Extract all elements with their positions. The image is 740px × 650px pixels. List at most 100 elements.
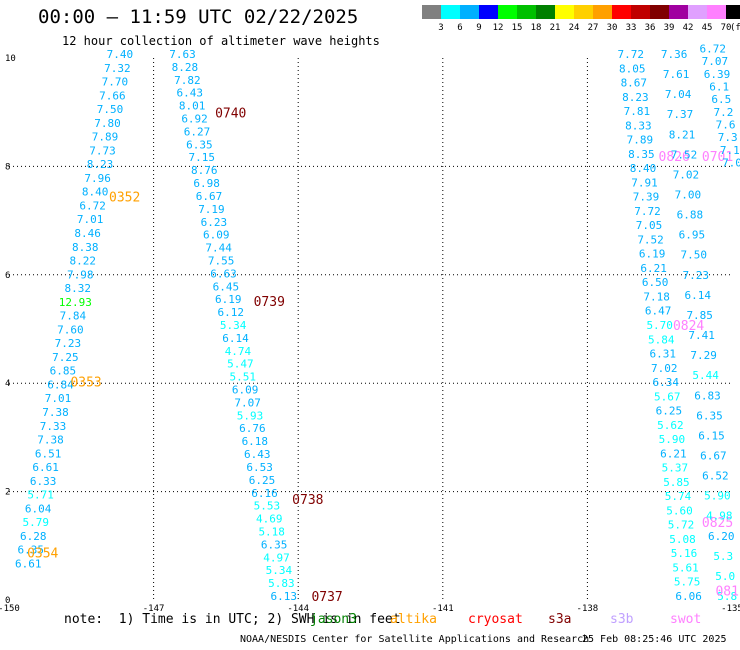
swh-value: 12.93: [59, 296, 92, 309]
y-tick-label: 8: [5, 162, 10, 172]
swh-value: 8.23: [87, 158, 114, 171]
swh-value: 5.67: [654, 390, 681, 403]
swh-value: 6.51: [35, 447, 62, 460]
legend-altika: altika: [390, 612, 437, 627]
chart-title: 00:00 – 11:59 UTC 02/22/2025: [38, 6, 359, 28]
swh-value: 8.38: [72, 241, 99, 254]
swh-value: 6.39: [704, 68, 731, 81]
swh-value: 7.70: [102, 76, 129, 89]
colorbar-tick-label: 12: [492, 23, 504, 33]
swh-value: 7.38: [37, 434, 64, 447]
swh-value: 7.41: [688, 329, 715, 342]
swh-value: 6.61: [32, 461, 59, 474]
swh-value: 6.35: [18, 544, 45, 557]
swh-value: 5.85: [663, 476, 690, 489]
colorbar-swatch: [669, 5, 688, 19]
swh-value: 7.81: [624, 105, 651, 118]
colorbar-swatch: [479, 5, 498, 19]
colorbar-swatch: [555, 5, 574, 19]
colorbar-swatch: [631, 5, 650, 19]
swh-value: 5.90: [704, 490, 731, 503]
swh-value: 6.43: [177, 87, 204, 100]
swh-value: 7.3: [718, 131, 738, 144]
swh-value: 7.73: [89, 144, 116, 157]
swh-value: 7.98: [67, 268, 94, 281]
swh-value: 5.8: [717, 590, 737, 603]
swh-value: 5.60: [666, 504, 693, 517]
swh-value: 7.07: [234, 396, 261, 409]
swh-value: 8.40: [82, 186, 109, 199]
swh-value: 7.63: [169, 48, 196, 61]
swh-value: 6.28: [20, 530, 47, 543]
swh-value: 7.61: [663, 68, 690, 81]
credit-line: NOAA/NESDIS Center for Satellite Applica…: [240, 634, 590, 645]
swh-value: 6.92: [181, 113, 208, 126]
colorbar-swatch: [536, 5, 555, 19]
colorbar-swatch: [498, 5, 517, 19]
swh-value: 7.02: [673, 168, 700, 181]
colorbar-swatch: [593, 5, 612, 19]
swh-value: 6.09: [203, 229, 230, 242]
y-tick-label: 2: [5, 488, 10, 498]
swh-value: 6.15: [698, 429, 725, 442]
swh-value: 5.53: [254, 500, 281, 513]
swh-value: 6.72: [699, 43, 726, 56]
generated-time: 25 Feb 08:25:46 UTC 2025: [582, 634, 727, 645]
swh-value: 8.33: [625, 119, 652, 132]
swh-value: 7.23: [55, 337, 82, 350]
swh-value: 8.23: [622, 91, 649, 104]
swh-value: 6.47: [645, 305, 672, 318]
swh-value: 6.14: [222, 332, 249, 345]
legend-cryosat: cryosat: [468, 612, 523, 627]
swh-value: 8.40: [630, 162, 657, 175]
legend-jason3: jason3: [310, 612, 357, 627]
swh-value: 6.20: [708, 530, 735, 543]
swh-value: 6.19: [639, 248, 666, 261]
colorbar-tick-label: 27: [587, 23, 599, 33]
swh-value: 7.25: [52, 351, 79, 364]
colorbar-tick-label: 36: [644, 23, 656, 33]
swh-value: 7.01: [45, 392, 72, 405]
swh-value: 6.76: [239, 422, 266, 435]
swh-value: 5.34: [220, 319, 247, 332]
colorbar-swatch: [688, 5, 707, 19]
colorbar-tick-label: 39: [663, 23, 675, 33]
colorbar-swatch: [574, 5, 593, 19]
swh-value: 4.98: [706, 510, 733, 523]
swh-value: 7.89: [92, 131, 119, 144]
swh-value: 6.06: [675, 590, 702, 603]
x-tick-label: -150: [0, 604, 20, 614]
swh-value: 6.83: [694, 389, 721, 402]
swh-value: 7.18: [643, 290, 670, 303]
colorbar-swatch: [460, 5, 479, 19]
swh-value: 6.21: [660, 447, 687, 460]
y-tick-label: 10: [5, 54, 16, 64]
swh-value: 7.23: [683, 269, 710, 282]
pass-time-label: 0354: [27, 547, 58, 562]
swh-value: 8.05: [619, 62, 646, 75]
x-tick-label: -144: [287, 604, 309, 614]
colorbar-swatch: [707, 5, 726, 19]
legend-s3b: s3b: [610, 612, 634, 627]
swh-value: 6.18: [242, 435, 269, 448]
swh-value: 5.83: [268, 577, 295, 590]
swh-value: 6.04: [25, 502, 52, 515]
colorbar-swatch: [726, 5, 740, 19]
swh-value: 6.95: [679, 229, 706, 242]
x-tick-label: -135: [721, 604, 740, 614]
colorbar-tick-label: 6: [457, 23, 463, 33]
colorbar-tick-label: 70: [720, 23, 732, 33]
swh-value: 5.62: [657, 419, 684, 432]
swh-value: 5.47: [227, 358, 254, 371]
swh-value: 7.52: [637, 233, 664, 246]
swh-value: 7.07: [702, 55, 729, 68]
pass-time-label: 081: [715, 585, 738, 600]
colorbar-tick-label: 3: [438, 23, 444, 33]
colorbar-swatch: [517, 5, 536, 19]
pass-time-label: 0825: [702, 516, 733, 531]
x-tick-label: -138: [577, 604, 599, 614]
pass-time-label: 0740: [215, 107, 246, 122]
colorbar-tick-label: 18: [530, 23, 542, 33]
swh-value: 7.39: [633, 191, 660, 204]
colorbar-swatch: [422, 5, 441, 19]
